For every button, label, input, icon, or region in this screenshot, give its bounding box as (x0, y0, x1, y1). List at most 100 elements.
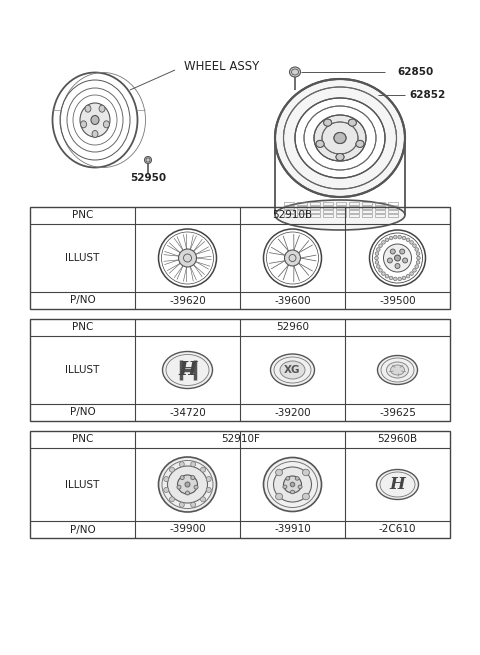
Text: WHEEL ASSY: WHEEL ASSY (184, 60, 260, 73)
Circle shape (403, 258, 408, 263)
Ellipse shape (264, 457, 322, 512)
Text: PNC: PNC (72, 434, 93, 445)
Bar (362, 210, 372, 213)
Bar (310, 202, 320, 205)
Bar (336, 210, 346, 213)
Circle shape (398, 277, 401, 281)
Text: PNC: PNC (72, 210, 93, 221)
Ellipse shape (324, 119, 332, 126)
Ellipse shape (316, 140, 324, 147)
Ellipse shape (348, 119, 356, 126)
Ellipse shape (356, 140, 364, 147)
Text: 52910B: 52910B (273, 210, 312, 221)
Text: ILLUST: ILLUST (65, 365, 100, 375)
Ellipse shape (336, 153, 344, 160)
Ellipse shape (314, 115, 366, 161)
Bar (323, 206, 333, 209)
Ellipse shape (191, 502, 196, 507)
Text: P/NO: P/NO (70, 295, 96, 305)
Ellipse shape (275, 79, 405, 197)
Ellipse shape (386, 362, 408, 378)
Circle shape (285, 250, 300, 266)
Bar (323, 214, 333, 217)
Ellipse shape (283, 485, 287, 489)
Bar (284, 206, 294, 209)
Text: 52910F: 52910F (221, 434, 260, 445)
Ellipse shape (271, 354, 314, 386)
Bar (297, 202, 307, 205)
Text: ILLUST: ILLUST (65, 479, 100, 489)
Text: 52950: 52950 (130, 173, 166, 183)
Bar (284, 202, 294, 205)
Bar (349, 210, 359, 213)
Ellipse shape (356, 140, 364, 147)
Ellipse shape (144, 157, 152, 164)
Ellipse shape (275, 79, 405, 197)
Ellipse shape (334, 132, 346, 143)
Bar (388, 206, 398, 209)
Bar (362, 202, 372, 205)
Text: P/NO: P/NO (70, 407, 96, 417)
Ellipse shape (185, 491, 190, 495)
Ellipse shape (377, 356, 418, 384)
Circle shape (179, 249, 196, 267)
Bar (388, 214, 398, 217)
Text: -39620: -39620 (169, 295, 206, 305)
Circle shape (385, 274, 389, 278)
Circle shape (379, 244, 382, 248)
Ellipse shape (295, 98, 385, 178)
Ellipse shape (91, 115, 99, 124)
Circle shape (382, 272, 385, 275)
Circle shape (394, 277, 397, 281)
Text: P/NO: P/NO (70, 525, 96, 534)
Text: 62852: 62852 (410, 90, 446, 100)
Ellipse shape (191, 462, 196, 467)
Bar (323, 210, 333, 213)
Ellipse shape (324, 119, 332, 126)
Circle shape (406, 274, 410, 278)
Ellipse shape (206, 487, 211, 493)
Bar (362, 206, 372, 209)
Ellipse shape (289, 67, 300, 77)
Circle shape (387, 258, 392, 263)
Circle shape (410, 240, 413, 244)
Ellipse shape (158, 457, 216, 512)
Bar (284, 214, 294, 217)
Circle shape (416, 252, 420, 255)
Ellipse shape (275, 200, 405, 230)
Circle shape (382, 240, 385, 244)
Circle shape (398, 235, 401, 239)
Ellipse shape (276, 493, 283, 500)
Bar (375, 214, 385, 217)
Bar (388, 202, 398, 205)
Circle shape (375, 252, 379, 255)
Circle shape (416, 261, 420, 264)
Ellipse shape (286, 477, 290, 480)
Bar (310, 210, 320, 213)
Ellipse shape (169, 497, 174, 502)
Ellipse shape (298, 485, 302, 489)
Bar (349, 214, 359, 217)
Ellipse shape (103, 121, 109, 128)
Ellipse shape (302, 469, 310, 476)
Bar (30, 431, 450, 538)
Circle shape (413, 244, 416, 248)
Ellipse shape (164, 487, 169, 493)
Ellipse shape (81, 121, 86, 128)
Bar (388, 210, 398, 213)
Ellipse shape (295, 477, 299, 480)
Bar (362, 214, 372, 217)
Circle shape (402, 236, 406, 240)
Ellipse shape (284, 476, 301, 493)
Text: -39625: -39625 (379, 407, 416, 417)
Ellipse shape (168, 466, 207, 503)
Text: -39200: -39200 (274, 407, 311, 417)
Circle shape (389, 236, 393, 240)
Circle shape (384, 244, 411, 272)
Ellipse shape (276, 469, 283, 476)
Text: -2C610: -2C610 (379, 525, 416, 534)
Ellipse shape (191, 476, 195, 479)
Circle shape (406, 238, 410, 242)
Circle shape (394, 235, 397, 239)
Ellipse shape (201, 497, 205, 502)
